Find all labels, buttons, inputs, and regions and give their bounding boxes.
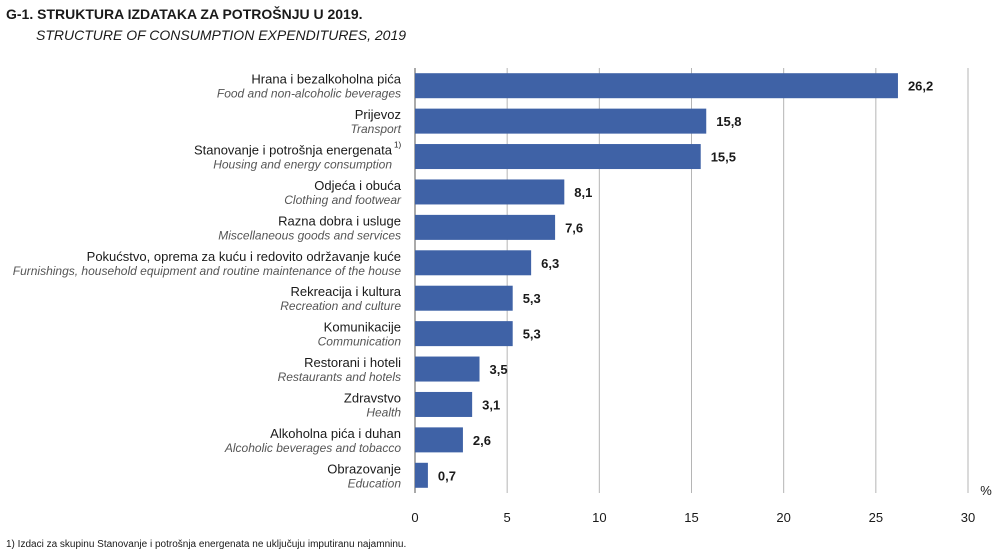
data-label: 6,3 <box>541 256 559 271</box>
x-tick-label: 25 <box>869 510 883 525</box>
x-tick-label: 30 <box>961 510 975 525</box>
x-tick-label: 5 <box>504 510 511 525</box>
bar <box>415 285 513 311</box>
category-label: Zdravstvo <box>344 390 401 405</box>
bar <box>415 427 463 453</box>
x-tick-label: 0 <box>411 510 418 525</box>
data-label: 5,3 <box>523 327 541 342</box>
bar <box>415 356 480 382</box>
data-label: 8,1 <box>574 185 592 200</box>
category-label-en: Communication <box>318 335 402 349</box>
data-label: 15,8 <box>716 114 741 129</box>
bar <box>415 214 556 240</box>
category-label-en: Miscellaneous goods and services <box>218 228 401 242</box>
category-label-en: Food and non-alcoholic beverages <box>217 87 401 101</box>
category-label-en: Health <box>366 405 401 419</box>
category-label-en: Furnishings, household equipment and rou… <box>13 264 402 278</box>
category-label: Razna dobra i usluge <box>278 213 401 228</box>
bar <box>415 179 565 205</box>
category-label-en: Housing and energy consumption <box>213 158 392 172</box>
category-label: Prijevoz <box>355 107 401 122</box>
category-label-en: Education <box>348 476 402 490</box>
category-label: Komunikacije <box>324 320 401 335</box>
category-label-en: Transport <box>351 122 402 136</box>
category-label-en: Clothing and footwear <box>284 193 402 207</box>
data-label: 0,7 <box>438 468 456 483</box>
chart-subtitle: STRUCTURE OF CONSUMPTION EXPENDITURES, 2… <box>36 27 407 43</box>
bar <box>415 321 513 347</box>
data-label: 7,6 <box>565 220 583 235</box>
footnote-marker: 1) <box>394 141 401 150</box>
category-label: Pokućstvo, oprema za kuću i redovito odr… <box>87 249 401 264</box>
chart-title: G-1. STRUKTURA IZDATAKA ZA POTROŠNJU U 2… <box>6 6 363 22</box>
bar <box>415 462 428 488</box>
x-axis-unit: % <box>980 483 992 498</box>
category-label: Rekreacija i kultura <box>290 284 401 299</box>
category-label-en: Alcoholic beverages and tobacco <box>224 441 401 455</box>
data-label: 5,3 <box>523 291 541 306</box>
category-label: Stanovanje i potrošnja energenata <box>194 143 393 158</box>
bar <box>415 144 701 170</box>
x-tick-label: 20 <box>776 510 790 525</box>
category-label: Restorani i hoteli <box>304 355 401 370</box>
data-label: 3,1 <box>482 397 500 412</box>
data-label: 2,6 <box>473 433 491 448</box>
x-tick-label: 10 <box>592 510 606 525</box>
data-label: 15,5 <box>711 150 736 165</box>
category-label: Alkoholna pića i duhan <box>270 426 401 441</box>
footnote: 1) Izdaci za skupinu Stanovanje i potroš… <box>6 539 407 550</box>
bar <box>415 391 473 417</box>
category-label: Obrazovanje <box>327 461 401 476</box>
bar <box>415 108 707 134</box>
category-label-en: Restaurants and hotels <box>278 370 401 384</box>
bar <box>415 73 898 99</box>
bar <box>415 250 532 276</box>
x-tick-label: 15 <box>684 510 698 525</box>
data-label: 3,5 <box>490 362 508 377</box>
category-label: Odjeća i obuća <box>314 178 401 193</box>
category-label: Hrana i bezalkoholna pića <box>251 72 401 87</box>
category-label-en: Recreation and culture <box>280 299 401 313</box>
data-label: 26,2 <box>908 79 933 94</box>
